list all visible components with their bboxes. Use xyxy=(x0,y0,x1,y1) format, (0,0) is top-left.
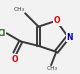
Text: Cl: Cl xyxy=(0,29,6,38)
Text: N: N xyxy=(66,32,73,42)
Text: O: O xyxy=(54,16,60,25)
Text: CH₃: CH₃ xyxy=(13,7,24,12)
Text: CH₃: CH₃ xyxy=(47,66,58,71)
Text: O: O xyxy=(12,55,18,64)
